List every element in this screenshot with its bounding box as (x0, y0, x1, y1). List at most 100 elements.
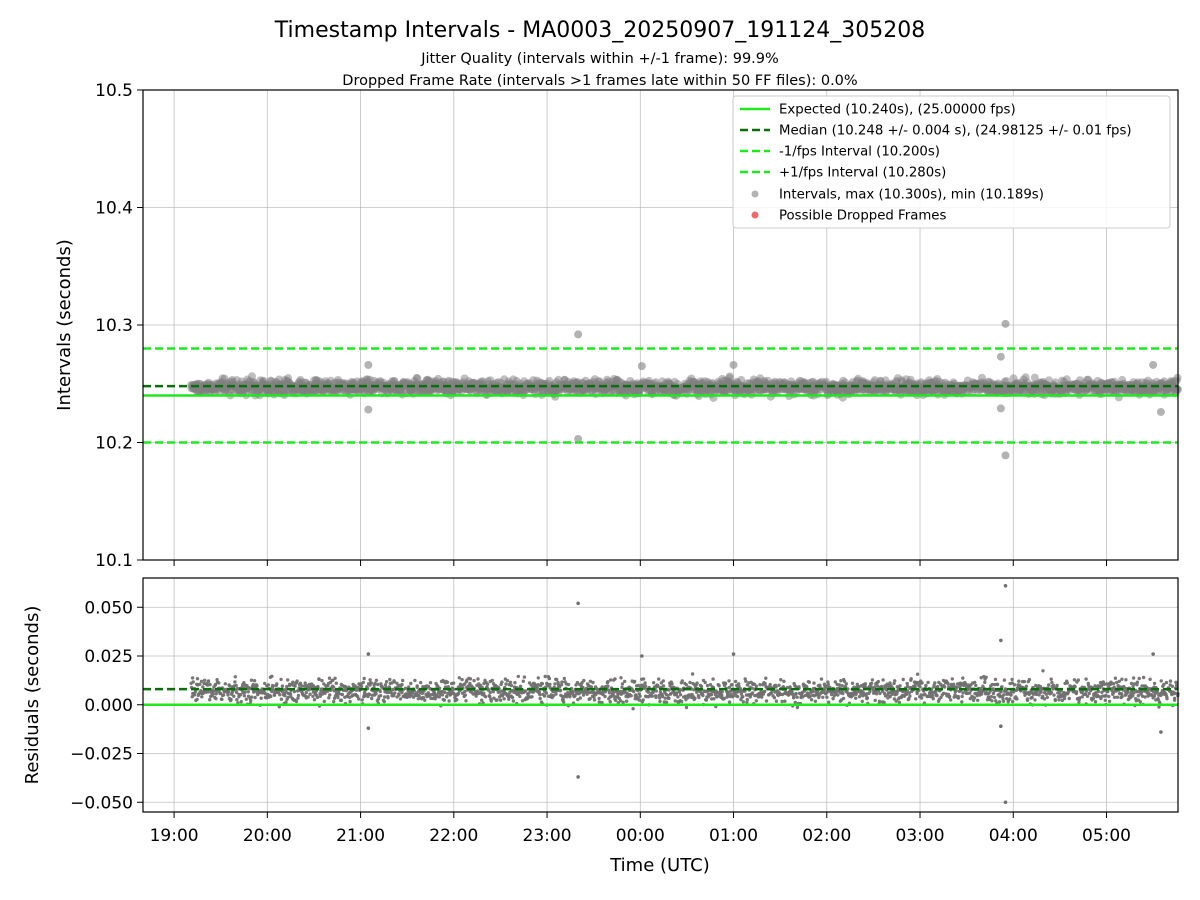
residual-point (1107, 694, 1111, 699)
residual-point (360, 698, 364, 702)
residual-point (1012, 683, 1017, 687)
residual-point (200, 695, 204, 699)
residual-point (1017, 679, 1021, 683)
residual-point (1047, 683, 1051, 687)
residual-point (611, 691, 615, 695)
residual-point (1055, 683, 1059, 688)
x-tick-label: 23:00 (523, 826, 572, 846)
residual-point (562, 676, 566, 681)
residual-point (754, 684, 759, 688)
residual-point (960, 694, 964, 699)
residual-point (437, 695, 442, 699)
y-tick-label: 0.025 (84, 647, 133, 667)
residual-point (409, 681, 413, 686)
residual-point (695, 681, 699, 685)
residual-point (1009, 693, 1013, 697)
residual-point (984, 675, 988, 679)
residual-point (588, 697, 592, 701)
residual-point (581, 693, 586, 697)
residual-point (976, 698, 980, 702)
residual-point (949, 698, 953, 702)
residual-point (1120, 694, 1124, 699)
residual-point (555, 677, 559, 682)
residual-point (731, 694, 735, 698)
residual-point (592, 698, 597, 702)
residual-point (283, 687, 288, 692)
residual-point (1103, 698, 1108, 702)
residual-point (825, 689, 830, 694)
residual-point (990, 699, 994, 703)
residual-point (624, 699, 629, 703)
residual-point (226, 693, 230, 697)
residual-point (568, 695, 572, 699)
residual-point (311, 694, 315, 699)
residual-point (482, 691, 486, 695)
residual-point (950, 677, 954, 681)
residual-point (919, 696, 924, 700)
residual-point (362, 676, 366, 681)
interval-outlier-point (637, 362, 646, 371)
residual-point (704, 698, 709, 702)
residual-point (1138, 700, 1143, 704)
intervals-panel: 10.1 10.2 10.3 10.4 10.5 Intervals (seconds) (54, 81, 1182, 571)
x-tick-label: 19:00 (150, 826, 199, 846)
residual-outlier-point (576, 601, 580, 606)
residual-point (292, 689, 297, 694)
residual-point (915, 672, 920, 676)
residual-point (664, 700, 669, 704)
residual-point (643, 684, 648, 688)
residual-point (445, 680, 450, 684)
residual-point (1111, 682, 1116, 686)
residual-point (1067, 696, 1071, 701)
residual-point (411, 695, 416, 699)
residual-point (255, 684, 259, 688)
residual-point (1033, 698, 1037, 702)
residual-point (388, 677, 392, 682)
residual-point (821, 695, 825, 699)
residual-point (632, 689, 636, 694)
residual-point (918, 685, 922, 689)
residual-point (238, 693, 243, 697)
residual-point (638, 694, 642, 698)
residual-point (217, 681, 221, 685)
residual-point (367, 692, 372, 697)
residual-point (336, 695, 340, 700)
y-tick-label: −0.025 (70, 745, 133, 765)
intervals-x-tick-marks (173, 560, 1108, 566)
residual-point (727, 700, 732, 704)
intervals-reference-lines (143, 347, 1178, 444)
residual-point (421, 695, 426, 700)
legend-intervals-label: Intervals, max (10.300s), min (10.189s) (779, 188, 1044, 203)
residual-point (384, 680, 389, 684)
residual-point (657, 677, 661, 681)
residual-point (850, 681, 855, 685)
residual-point (374, 678, 379, 682)
residual-point (293, 684, 297, 688)
residual-point (383, 683, 388, 687)
residual-point (1126, 690, 1130, 694)
residual-point (455, 698, 459, 702)
residual-point (825, 695, 829, 699)
residual-point (266, 683, 271, 687)
residual-point (684, 683, 688, 687)
residual-point (308, 692, 312, 696)
residual-point (956, 696, 961, 700)
residual-outlier-point (1003, 800, 1008, 805)
residual-point (1120, 677, 1124, 681)
residual-outlier-point (1003, 584, 1008, 588)
residual-point (641, 698, 645, 702)
residual-point (1015, 697, 1019, 701)
residual-point (190, 695, 194, 699)
residual-point (667, 696, 671, 701)
residual-point (404, 692, 408, 696)
y-tick-label: 10.2 (95, 434, 133, 454)
residual-point (536, 676, 540, 680)
residual-point (582, 678, 586, 683)
residual-point (271, 684, 275, 688)
residual-point (415, 684, 419, 688)
residual-point (989, 695, 994, 699)
residual-point (220, 697, 224, 702)
residual-point (535, 685, 539, 690)
interval-outlier-point (574, 434, 583, 443)
x-tick-label: 01:00 (709, 826, 758, 846)
